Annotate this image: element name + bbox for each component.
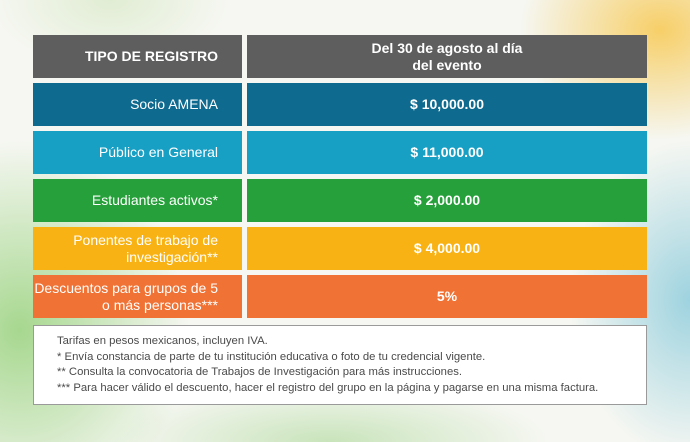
row-price-descuentos-grupos: 5%: [247, 275, 647, 318]
row-type-publico-general: Público en General: [33, 131, 242, 174]
row-type-ponentes: Ponentes de trabajo de investigación**: [33, 227, 242, 270]
row-price-socio-amena: $ 10,000.00: [247, 83, 647, 126]
row-price-ponentes: $ 4,000.00: [247, 227, 647, 270]
header-period: Del 30 de agosto al día del evento: [247, 35, 647, 78]
note-descuento: *** Para hacer válido el descuento, hace…: [57, 381, 599, 394]
note-ponentes: ** Consulta la convocatoria de Trabajos …: [57, 366, 463, 378]
note-tarifas: Tarifas en pesos mexicanos, incluyen IVA…: [57, 335, 268, 347]
row-type-descuentos-grupos: Descuentos para grupos de 5 o más person…: [33, 275, 242, 318]
row-type-estudiantes: Estudiantes activos*: [33, 179, 242, 222]
footnotes-box: Tarifas en pesos mexicanos, incluyen IVA…: [33, 325, 647, 405]
row-price-publico-general: $ 11,000.00: [247, 131, 647, 174]
note-estudiantes: * Envía constancia de parte de tu instit…: [57, 350, 486, 363]
row-price-estudiantes: $ 2,000.00: [247, 179, 647, 222]
header-registration-type: TIPO DE REGISTRO: [33, 35, 242, 78]
registration-fee-table: TIPO DE REGISTRO Del 30 de agosto al día…: [33, 35, 647, 318]
row-type-socio-amena: Socio AMENA: [33, 83, 242, 126]
